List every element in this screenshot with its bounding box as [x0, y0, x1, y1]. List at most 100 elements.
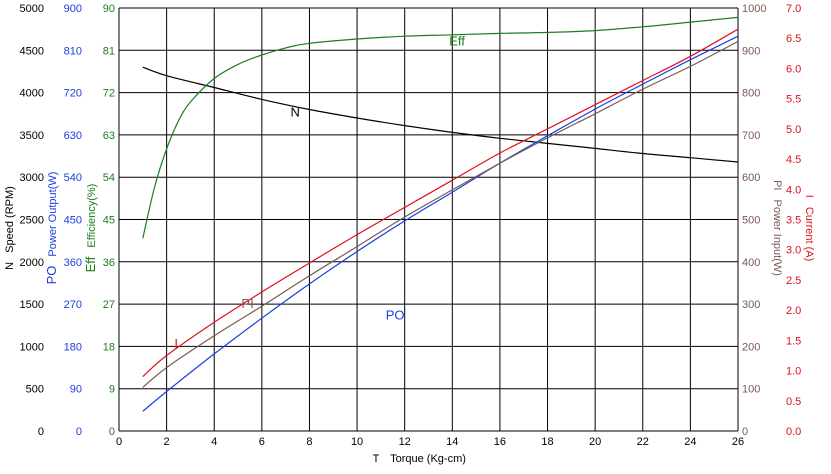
y-tick-po: 450 — [64, 215, 82, 227]
y-axis-symbol-i: I — [803, 195, 815, 198]
y-tick-po: 270 — [64, 299, 82, 311]
y-tick-i: 6.0 — [786, 63, 801, 75]
y-tick-eff: 90 — [103, 3, 115, 15]
y-tick-n: 1000 — [20, 341, 44, 353]
x-tick-label: 16 — [494, 436, 506, 448]
y-tick-pi: 100 — [742, 384, 760, 396]
y-tick-po: 0 — [76, 426, 82, 438]
y-axis-title-eff: Eff Efficiency(%) — [83, 184, 98, 273]
y-tick-i: 4.0 — [786, 184, 801, 196]
x-tick-label: 14 — [446, 436, 458, 448]
x-tick-label: 10 — [351, 436, 363, 448]
y-tick-i: 0.5 — [786, 396, 801, 408]
y-tick-n: 4000 — [20, 88, 44, 100]
x-tick-label: 4 — [211, 436, 217, 448]
x-tick-label: 22 — [637, 436, 649, 448]
y-axis-title-po: PO Power Output(W) — [44, 172, 59, 285]
y-tick-eff: 63 — [103, 130, 115, 142]
y-tick-i: 2.0 — [786, 305, 801, 317]
y-tick-eff: 81 — [103, 45, 115, 57]
y-tick-po: 720 — [64, 88, 82, 100]
x-tick-label: 24 — [684, 436, 696, 448]
y-tick-i: 3.0 — [786, 245, 801, 257]
y-tick-pi: 800 — [742, 88, 760, 100]
y-tick-n: 2500 — [20, 215, 44, 227]
y-tick-i: 1.5 — [786, 335, 801, 347]
y-tick-i: 5.0 — [786, 124, 801, 136]
y-axis-label-pi: Power Input(W) — [771, 196, 783, 275]
x-axis-title: Torque (Kg-cm) — [390, 453, 466, 465]
series-line-po — [142, 35, 739, 412]
y-tick-po: 630 — [64, 130, 82, 142]
y-axis-symbol-n: N — [4, 262, 16, 270]
y-tick-pi: 1000 — [742, 3, 766, 15]
y-axis-label-i: Current (A) — [803, 204, 815, 261]
series-label-n: N — [290, 104, 299, 119]
y-tick-po: 900 — [64, 3, 82, 15]
y-tick-n: 3500 — [20, 130, 44, 142]
x-tick-label: 12 — [399, 436, 411, 448]
y-tick-i: 0.0 — [786, 426, 801, 438]
y-axis-symbol-eff: Eff — [83, 256, 98, 272]
y-tick-n: 4500 — [20, 45, 44, 57]
x-tick-label: 18 — [541, 436, 553, 448]
y-axis-label-eff: Efficiency(%) — [86, 184, 98, 251]
y-tick-eff: 36 — [103, 257, 115, 269]
right-axis-ticks: 0 100 200 300 400 500 600 700 800 900 1000 0.0 0.5 1.… — [742, 3, 801, 438]
y-axis-symbol-pi: PI — [771, 180, 783, 190]
y-axis-title-i: I Current (A) — [803, 195, 815, 262]
y-tick-eff: 54 — [103, 172, 115, 184]
series-line-n — [142, 66, 739, 163]
series-line-i — [142, 28, 739, 378]
y-axis-symbol-po: PO — [44, 266, 59, 285]
y-tick-n: 3000 — [20, 172, 44, 184]
y-tick-i: 3.5 — [786, 215, 801, 227]
y-tick-pi: 600 — [742, 172, 760, 184]
y-tick-po: 810 — [64, 45, 82, 57]
y-tick-i: 6.5 — [786, 33, 801, 45]
x-tick-label: 20 — [589, 436, 601, 448]
x-tick-label: 0 — [116, 436, 122, 448]
y-tick-i: 4.5 — [786, 154, 801, 166]
y-tick-n: 0 — [38, 426, 44, 438]
y-tick-n: 500 — [26, 384, 44, 396]
grid — [118, 7, 739, 432]
y-axis-label-n: Speed (RPM) — [4, 186, 16, 256]
series-line-pi — [142, 40, 739, 388]
y-axis-label-po: Power Output(W) — [47, 172, 59, 260]
series-label-po: PO — [386, 308, 405, 323]
y-tick-pi: 0 — [742, 426, 748, 438]
series-label-eff: Eff — [449, 34, 465, 49]
y-tick-po: 360 — [64, 257, 82, 269]
x-axis-symbol: T — [373, 453, 380, 465]
y-tick-po: 540 — [64, 172, 82, 184]
y-tick-eff: 18 — [103, 341, 115, 353]
left-axis-ticks: 0500100015002000250030003500400045005000… — [20, 3, 115, 438]
y-tick-i: 5.5 — [786, 94, 801, 106]
y-tick-i: 2.5 — [786, 275, 801, 287]
y-tick-n: 1500 — [20, 299, 44, 311]
y-tick-eff: 72 — [103, 88, 115, 100]
y-tick-eff: 27 — [103, 299, 115, 311]
y-tick-n: 5000 — [20, 3, 44, 15]
y-tick-i: 1.0 — [786, 366, 801, 378]
y-tick-eff: 0 — [109, 426, 115, 438]
y-tick-n: 2000 — [20, 257, 44, 269]
y-axis-title-n: N Speed (RPM) — [4, 186, 16, 270]
y-tick-eff: 9 — [109, 384, 115, 396]
y-tick-pi: 700 — [742, 130, 760, 142]
series-label-i: I — [174, 336, 178, 351]
y-tick-i: 7.0 — [786, 3, 801, 15]
y-tick-po: 180 — [64, 341, 82, 353]
y-tick-pi: 900 — [742, 45, 760, 57]
y-axis-title-pi: PI Power Input(W) — [771, 180, 783, 276]
series-line-eff — [142, 16, 739, 239]
axis-labels: T Torque (Kg-cm) N Speed (RPM) PO Power O… — [4, 172, 815, 465]
x-axis-ticks: 0 2 4 6 8 10 12 14 16 18 20 22 24 26 — [116, 436, 744, 448]
x-tick-label: 26 — [732, 436, 744, 448]
y-tick-pi: 200 — [742, 341, 760, 353]
y-tick-pi: 300 — [742, 299, 760, 311]
y-tick-po: 90 — [70, 384, 82, 396]
